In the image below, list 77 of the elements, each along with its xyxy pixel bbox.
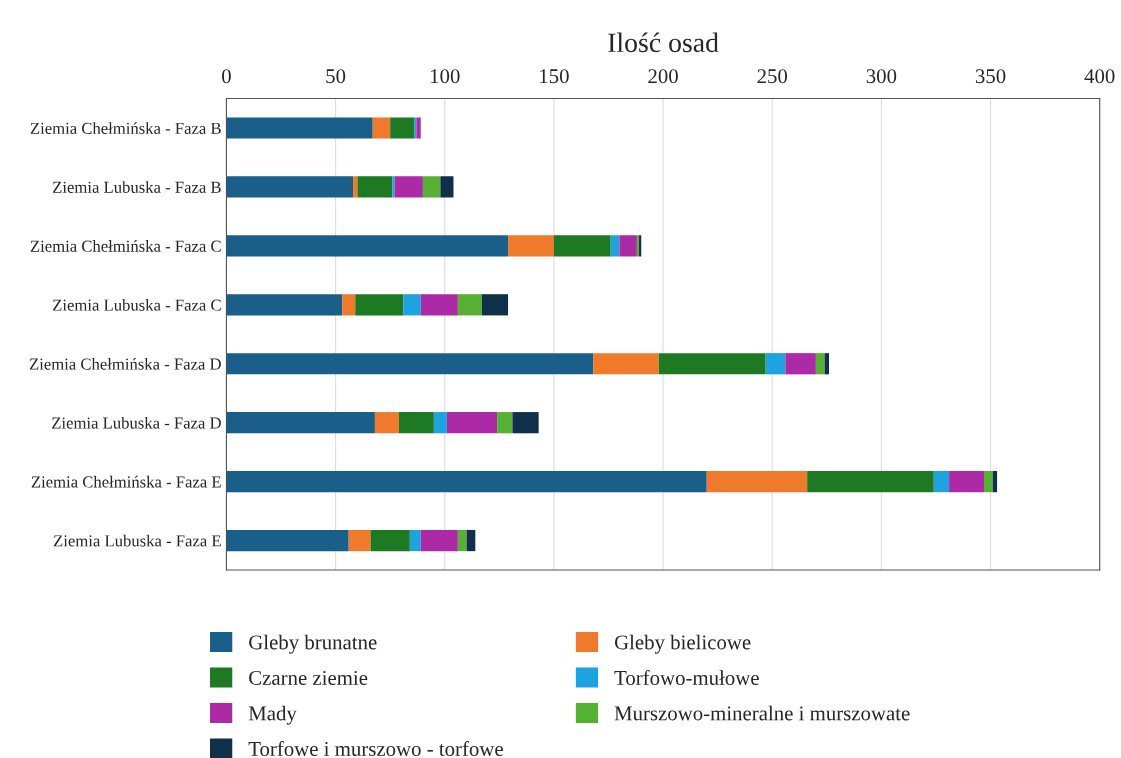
bar xyxy=(658,353,766,375)
x-tick-label: 400 xyxy=(1084,69,1115,84)
y-tick-label: Ziemia Lubuska - Faza B xyxy=(52,181,221,193)
bar xyxy=(422,176,441,198)
x-axis-title: Ilość osad xyxy=(608,32,719,53)
bar xyxy=(420,294,458,316)
bar xyxy=(440,176,454,198)
y-tick-label: Ziemia Chełmińska - Faza D xyxy=(29,357,221,370)
legend-label: Torfowe i murszowo - torfowe xyxy=(248,741,503,756)
bar xyxy=(226,294,343,316)
y-tick-label: Ziemia Lubuska - Faza E xyxy=(53,534,221,547)
bar xyxy=(933,471,950,493)
x-tick-label: 200 xyxy=(648,69,678,84)
bar xyxy=(949,471,984,493)
bar xyxy=(765,353,786,375)
y-tick-label: Ziemia Chełmińska - Faza E xyxy=(31,475,221,488)
legend-label: Gleby bielicowe xyxy=(614,634,751,654)
bar xyxy=(992,471,998,493)
bar xyxy=(706,471,808,493)
bar xyxy=(226,176,354,198)
bar xyxy=(553,235,611,257)
x-tick-label: 50 xyxy=(326,69,346,84)
bar xyxy=(226,235,509,257)
y-tick-label: Ziemia Lubuska - Faza C xyxy=(52,299,221,311)
bar xyxy=(815,353,825,375)
bar xyxy=(394,176,423,198)
bar xyxy=(342,294,356,316)
bar xyxy=(433,412,447,434)
bar xyxy=(414,117,417,139)
bar xyxy=(457,294,482,316)
y-tick-label: Ziemia Chełmińska - Faza B xyxy=(30,122,221,134)
bar xyxy=(372,117,391,139)
x-tick-label: 100 xyxy=(430,69,460,84)
x-tick-label: 250 xyxy=(757,69,788,84)
bar xyxy=(348,529,371,552)
x-tick-label: 300 xyxy=(866,69,897,84)
bar xyxy=(457,529,467,552)
y-tick-label: Ziemia Lubuska - Faza D xyxy=(52,416,221,429)
bar xyxy=(374,412,399,434)
bar xyxy=(403,294,421,316)
bar xyxy=(370,529,410,552)
y-tick-label: Ziemia Chełmińska - Faza C xyxy=(30,240,221,252)
legend-label: Murszowo-mineralne i murszowate xyxy=(614,705,910,721)
bar xyxy=(353,176,358,198)
bar xyxy=(357,176,393,198)
bar xyxy=(497,412,513,434)
bar xyxy=(785,353,816,375)
bar xyxy=(508,235,554,257)
x-tick-label: 350 xyxy=(975,69,1006,84)
legend-label: Czarne ziemie xyxy=(249,670,368,685)
bar xyxy=(226,353,594,375)
bar xyxy=(824,353,829,375)
bar xyxy=(416,117,421,139)
x-tick-label: 0 xyxy=(222,69,231,84)
bar xyxy=(983,471,993,493)
bar xyxy=(226,412,375,434)
bar xyxy=(446,412,498,434)
bar xyxy=(481,294,509,316)
bar xyxy=(807,471,934,493)
bar xyxy=(610,235,620,257)
bar xyxy=(593,353,659,375)
x-tick-label: 150 xyxy=(540,69,569,84)
bar xyxy=(355,294,404,316)
legend-label: Mady xyxy=(248,705,297,725)
bar xyxy=(398,412,434,434)
bar xyxy=(390,117,415,139)
legend-label: Gleby brunatne xyxy=(249,634,377,654)
bar xyxy=(392,176,395,198)
legend-label: Torfowo-mułowe xyxy=(614,670,759,685)
bar xyxy=(619,235,637,257)
bar xyxy=(226,529,349,552)
bar xyxy=(226,471,707,493)
bar xyxy=(409,529,421,552)
bar xyxy=(226,117,373,139)
bar xyxy=(466,529,476,552)
bar xyxy=(420,529,458,552)
bar xyxy=(512,412,539,434)
